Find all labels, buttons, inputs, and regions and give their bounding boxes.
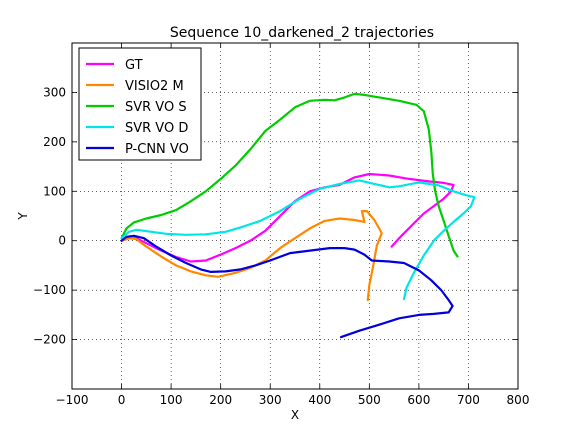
x-tick-label: 300 bbox=[259, 393, 282, 407]
x-tick-label: 400 bbox=[308, 393, 331, 407]
legend: GT VISIO2 M SVR VO S SVR VO D P-CNN VO bbox=[78, 47, 202, 161]
legend-label-visio2-m: VISIO2 M bbox=[125, 79, 184, 94]
x-tick-label: 200 bbox=[209, 393, 232, 407]
x-tick-label: −100 bbox=[56, 393, 89, 407]
legend-box bbox=[78, 47, 202, 161]
series-line-svr-vo-d bbox=[120, 179, 476, 301]
chart-title: Sequence 10_darkened_2 trajectories bbox=[170, 25, 434, 41]
y-tick-label: 0 bbox=[58, 234, 66, 248]
y-axis-label: Y bbox=[16, 212, 30, 221]
legend-label-p-cnn-vo: P-CNN VO bbox=[125, 142, 189, 157]
x-tick-label: 100 bbox=[160, 393, 183, 407]
axis-ticks bbox=[71, 43, 519, 389]
y-tick-labels: −200 −100 0 100 200 300 bbox=[33, 85, 66, 346]
plot-frame bbox=[71, 42, 519, 390]
y-tick-label: −200 bbox=[33, 333, 66, 347]
y-tick-label: −100 bbox=[33, 283, 66, 297]
y-tick-label: 300 bbox=[43, 85, 66, 99]
series-line-p-cnn-vo bbox=[120, 234, 454, 339]
legend-label-gt: GT bbox=[125, 58, 143, 73]
series-lines bbox=[120, 92, 476, 339]
series-line-visio2-m bbox=[120, 210, 383, 302]
x-tick-label: 800 bbox=[507, 393, 530, 407]
x-tick-labels: −100 0 100 200 300 400 500 600 700 800 bbox=[56, 393, 530, 407]
y-tick-label: 100 bbox=[43, 184, 66, 198]
x-axis-label: X bbox=[291, 408, 299, 422]
x-tick-label: 500 bbox=[358, 393, 381, 407]
y-tick-label: 200 bbox=[43, 135, 66, 149]
legend-label-svr-vo-s: SVR VO S bbox=[125, 100, 187, 115]
x-tick-label: 0 bbox=[118, 393, 126, 407]
x-tick-label: 700 bbox=[457, 393, 480, 407]
x-tick-label: 600 bbox=[407, 393, 430, 407]
legend-label-svr-vo-d: SVR VO D bbox=[125, 121, 188, 136]
